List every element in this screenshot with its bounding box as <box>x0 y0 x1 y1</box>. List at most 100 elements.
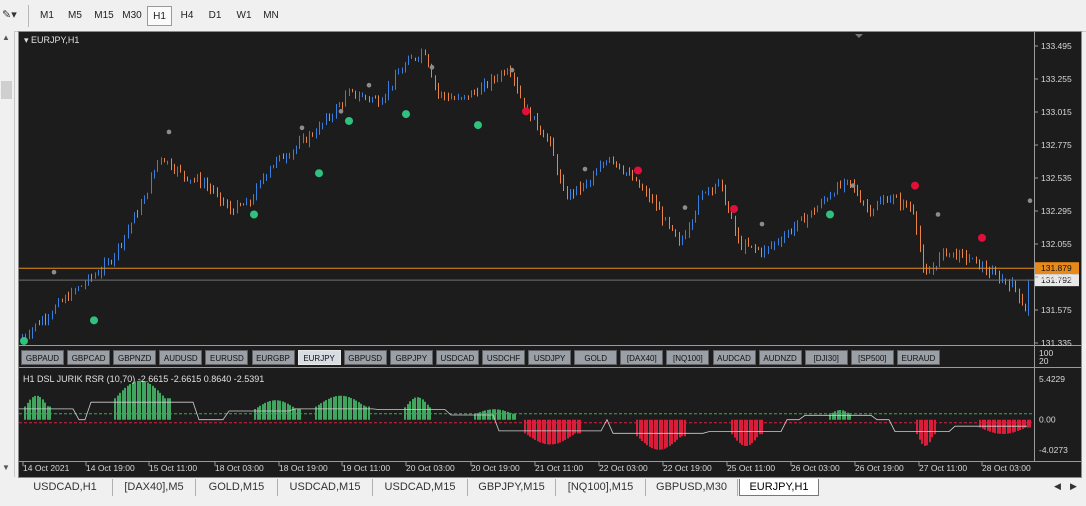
navigator-scrollbar[interactable]: ▲ ▼ <box>0 31 15 477</box>
timeframe-m5-button[interactable]: M5 <box>68 10 82 21</box>
timeframe-d1-button[interactable]: D1 <box>208 10 222 21</box>
indicator-bar <box>47 406 49 420</box>
indicator-bar <box>360 403 362 420</box>
indicator-bar <box>272 400 274 420</box>
scrollbar-thumb[interactable] <box>1 81 12 99</box>
timeframe-m15-button[interactable]: M15 <box>94 10 114 21</box>
sell-signal-dot <box>730 204 738 213</box>
indicator-bar <box>1007 419 1009 434</box>
currency-button-audnzd[interactable]: AUDNZD <box>758 350 802 365</box>
tab-usdcad-h1[interactable]: USDCAD,H1 <box>18 479 113 496</box>
tabs-scroll-left-icon[interactable]: ◀ <box>1054 481 1061 491</box>
indicator-bar <box>117 395 119 420</box>
indicator-bar <box>564 419 566 440</box>
indicator-bar <box>984 419 986 430</box>
indicator-bar <box>639 419 641 439</box>
indicator-bar <box>579 419 581 434</box>
indicator-bar <box>754 419 756 441</box>
indicator-bar <box>132 382 134 420</box>
timeframe-w1-button[interactable]: W1 <box>236 10 252 21</box>
tab-usdcad-m15-a[interactable]: USDCAD,M15 <box>278 479 373 496</box>
tab-gbpusd-m30[interactable]: GBPUSD,M30 <box>646 479 738 496</box>
tab-gold-m15[interactable]: GOLD,M15 <box>196 479 278 496</box>
buy-signal-dot <box>402 110 410 119</box>
currency-button-dji30[interactable]: [DJI30] <box>804 350 848 365</box>
buy-signal-dot <box>20 336 28 345</box>
indicator-bar <box>1017 419 1019 431</box>
currency-button-eurgbp[interactable]: EURGBP <box>251 350 295 365</box>
price-label: 132.535 <box>1041 173 1072 183</box>
time-axis: 14 Oct 2021 14 Oct 19:00 15 Oct 11:00 18 Oc… <box>22 462 1031 473</box>
currency-button-eurusd[interactable]: EURUSD <box>205 350 249 365</box>
timeframe-m1-button[interactable]: M1 <box>40 10 54 21</box>
chart-symbol-label: EURJPY,H1 <box>31 35 80 45</box>
current-price-box <box>1035 262 1079 275</box>
timeframe-h1-button[interactable]: H1 <box>147 6 172 26</box>
currency-button-usdchf[interactable]: USDCHF <box>482 350 525 365</box>
tab-dax40-m5[interactable]: [DAX40],M5 <box>113 479 196 496</box>
chart-window: 131.879 131.792 133.495 133.255 133.015 132.… <box>18 31 1082 478</box>
indicator-bar <box>315 406 317 420</box>
indicator-bar <box>507 411 509 420</box>
indicator-bar <box>167 398 169 420</box>
indicator-bar <box>502 410 504 420</box>
currency-button-audcad[interactable]: AUDCAD <box>712 350 756 365</box>
indicator-bar <box>162 395 164 420</box>
tab-eurjpy-h1[interactable]: EURJPY,H1 <box>739 479 819 496</box>
indicator-bar <box>292 406 294 420</box>
timeframe-m30-button[interactable]: M30 <box>122 10 142 21</box>
indicator-bar <box>744 419 746 446</box>
indicator-bar <box>358 402 360 420</box>
indicator-bar <box>529 419 531 437</box>
indicator-bar <box>429 407 431 420</box>
currency-button-sp500[interactable]: [SP500] <box>850 350 894 365</box>
neutral-signal-dot <box>509 67 515 73</box>
currency-button-eurjpy[interactable]: EURJPY <box>297 350 341 365</box>
indicator-bar <box>512 413 514 420</box>
indicator-bar <box>262 404 264 420</box>
indicator-bar <box>340 395 342 420</box>
timeframe-mn-button[interactable]: MN <box>263 10 279 21</box>
indicator-bar <box>419 397 421 420</box>
bid-price-box <box>1035 274 1079 287</box>
indicator-bar <box>916 419 918 435</box>
indicator-bar <box>829 414 831 420</box>
shift-marker-icon <box>855 34 863 38</box>
tab-gbpjpy-m15[interactable]: GBPJPY,M15 <box>468 479 556 496</box>
indicator-bar <box>114 398 116 420</box>
chart-menu-triangle-icon[interactable]: ▾ <box>24 35 29 45</box>
tab-usdcad-m15-b[interactable]: USDCAD,M15 <box>373 479 468 496</box>
currency-button-usdjpy[interactable]: USDJPY <box>528 350 572 365</box>
currency-button-nq100[interactable]: [NQ100] <box>666 350 710 365</box>
timeframe-h4-button[interactable]: H4 <box>180 10 194 21</box>
currency-button-gbpusd[interactable]: GBPUSD <box>343 350 387 365</box>
indicator-bar <box>417 397 419 420</box>
currency-button-gbpjpy[interactable]: GBPJPY <box>389 350 433 365</box>
drawing-tools-dropdown[interactable]: ✎▾ <box>2 9 17 21</box>
tabs-scroll-right-icon[interactable]: ▶ <box>1070 481 1077 491</box>
currency-button-gbpnzd[interactable]: GBPNZD <box>113 350 157 365</box>
chart-canvas[interactable]: 131.879 131.792 133.495 133.255 133.015 132.… <box>19 32 1081 477</box>
scroll-up-arrow-icon[interactable]: ▲ <box>2 33 10 42</box>
indicator-bar <box>39 397 41 420</box>
currency-button-dax40[interactable]: [DAX40] <box>620 350 664 365</box>
indicator-bar <box>127 385 129 420</box>
indicator-scale-label: 20 <box>1039 356 1049 366</box>
currency-button-usdcad[interactable]: USDCAD <box>435 350 479 365</box>
indicator-bar <box>320 403 322 420</box>
buy-signal-dot <box>250 210 258 219</box>
scroll-down-arrow-icon[interactable]: ▼ <box>2 463 10 472</box>
indicator-bar <box>504 411 506 420</box>
indicator-bar <box>24 406 26 420</box>
time-label: 19 Oct 11:00 <box>342 463 390 473</box>
indicator-signal-line <box>19 401 1027 434</box>
currency-button-gold[interactable]: GOLD <box>574 350 618 365</box>
tab-nq100-m15[interactable]: [NQ100],M15 <box>556 479 646 496</box>
currency-button-gbpcad[interactable]: GBPCAD <box>67 350 111 365</box>
currency-button-audusd[interactable]: AUDUSD <box>159 350 203 365</box>
indicator-bar <box>542 419 544 444</box>
indicator-bar <box>333 396 335 420</box>
indicator-bar <box>287 403 289 420</box>
currency-button-gbpaud[interactable]: GBPAUD <box>21 350 64 365</box>
currency-button-euraud[interactable]: EURAUD <box>896 350 940 365</box>
